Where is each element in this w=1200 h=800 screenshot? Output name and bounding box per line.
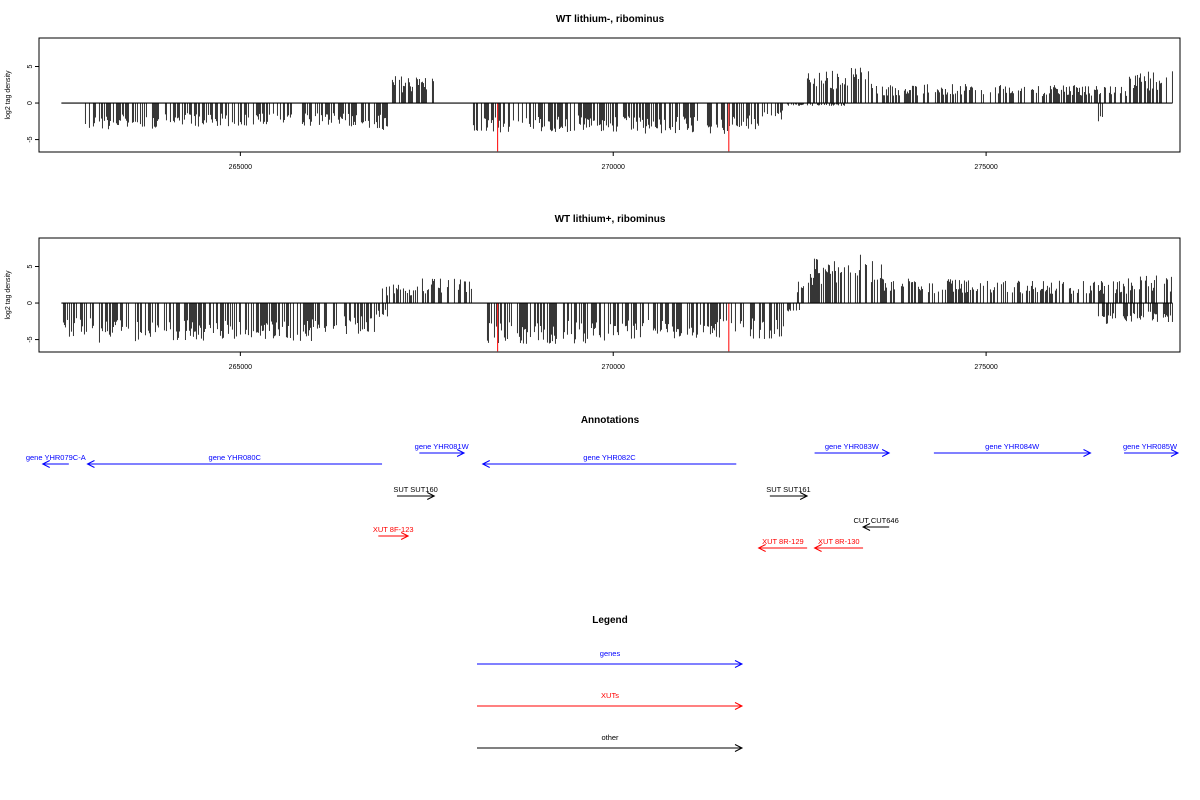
annotation-label: XUT 8F-123 — [373, 525, 414, 534]
panel-2: WT lithium+, ribominus log2 tag density … — [5, 214, 1181, 371]
annotation-feature: gene YHR082C — [481, 453, 737, 468]
annotation-feature: XUT 8F-123 — [373, 525, 414, 540]
panel-1-xaxis: 265000 270000 275000 — [229, 152, 998, 171]
annotation-arrow-head — [481, 460, 490, 468]
x-tick-label: 270000 — [602, 364, 625, 371]
annotation-feature: SUT SUT160 — [393, 485, 438, 500]
annotation-arrow-head — [41, 460, 50, 468]
annotation-feature: gene YHR079C-A — [26, 453, 86, 468]
annotation-label: gene YHR080C — [209, 453, 262, 462]
legend-label: other — [601, 733, 619, 742]
annotation-label: gene YHR082C — [583, 453, 636, 462]
legend-entry: XUTs — [477, 691, 744, 710]
annotation-arrow-head — [456, 449, 466, 457]
legend-arrow-head — [734, 660, 744, 668]
annotations-panel: Annotations gene YHR079C-A gene YHR080Cge… — [26, 415, 1180, 552]
annotation-label: XUT 8R-130 — [818, 537, 860, 546]
annotation-label: CUT CUT646 — [853, 516, 898, 525]
panel-1-yaxis: 5 0 -5 — [27, 64, 39, 143]
annotation-label: gene YHR083W — [825, 442, 880, 451]
annotation-label: XUT 8R-129 — [762, 537, 804, 546]
legend-panel: Legend genes XUTs other — [477, 615, 744, 752]
annotation-arrow-head — [813, 544, 822, 552]
y-tick-label: 0 — [27, 101, 34, 105]
y-tick-label: -5 — [27, 336, 34, 342]
annotation-arrow-head — [1170, 449, 1180, 457]
annotation-features: gene YHR079C-A gene YHR080C gene YHR081W ge… — [26, 442, 1180, 552]
annotation-arrow-head — [861, 523, 871, 531]
y-tick-label: 5 — [27, 264, 34, 268]
panel-2-ylabel: log2 tag density — [5, 270, 12, 320]
legend-label: XUTs — [601, 691, 619, 700]
annotation-feature: gene YHR081W — [415, 442, 470, 457]
annotation-feature: gene YHR083W — [814, 442, 891, 457]
annotation-label: gene YHR085W — [1123, 442, 1178, 451]
panel-1-frame — [38, 37, 1181, 153]
x-tick-label: 275000 — [974, 164, 997, 171]
panel-2-bars — [62, 254, 1173, 352]
annotation-label: SUT SUT161 — [766, 485, 810, 494]
annotation-arrow-head — [427, 492, 436, 500]
annotation-feature: gene YHR080C — [86, 453, 383, 468]
panel-1-bars — [84, 67, 1173, 152]
annotation-label: SUT SUT160 — [393, 485, 437, 494]
x-tick-label: 265000 — [229, 364, 252, 371]
annotation-arrow-head — [881, 449, 891, 457]
annotation-label: gene YHR079C-A — [26, 453, 86, 462]
annotation-feature: XUT 8R-129 — [757, 537, 808, 552]
annotation-arrow-head — [757, 544, 766, 552]
annotation-arrow-head — [799, 492, 809, 500]
legend-arrow-head — [734, 702, 744, 710]
panel-1: WT lithium-, ribominus log2 tag density … — [5, 14, 1181, 171]
annotation-feature: gene YHR084W — [933, 442, 1092, 457]
annotation-label: gene YHR081W — [415, 442, 470, 451]
annotation-label: gene YHR084W — [985, 442, 1040, 451]
panel-2-frame — [38, 237, 1181, 353]
panel-2-xaxis: 265000 270000 275000 — [229, 352, 998, 371]
annotation-feature: SUT SUT161 — [766, 485, 811, 500]
legend-entries: genes XUTs other — [477, 649, 744, 752]
annotation-arrow-head — [1083, 449, 1092, 457]
y-tick-label: 0 — [27, 301, 34, 305]
x-tick-label: 265000 — [229, 164, 252, 171]
panel-1-ylabel: log2 tag density — [5, 70, 12, 120]
legend-title: Legend — [592, 615, 628, 626]
legend-label: genes — [600, 649, 621, 658]
annotation-feature: gene YHR085W — [1123, 442, 1180, 457]
annotation-feature: CUT CUT646 — [853, 516, 899, 531]
x-tick-label: 275000 — [974, 364, 997, 371]
panel-1-title: WT lithium-, ribominus — [556, 14, 665, 25]
legend-entry: other — [477, 733, 744, 752]
y-tick-label: 5 — [27, 64, 34, 68]
annotation-feature: XUT 8R-130 — [813, 537, 864, 552]
annotation-arrow-head — [400, 532, 410, 540]
panel-2-title: WT lithium+, ribominus — [555, 214, 666, 225]
legend-arrow-head — [734, 744, 744, 752]
panel-2-yaxis: 5 0 -5 — [27, 264, 39, 343]
annotation-arrow-head — [86, 460, 95, 468]
annotations-title: Annotations — [581, 415, 640, 426]
x-tick-label: 270000 — [602, 164, 625, 171]
legend-entry: genes — [477, 649, 744, 668]
y-tick-label: -5 — [27, 136, 34, 142]
